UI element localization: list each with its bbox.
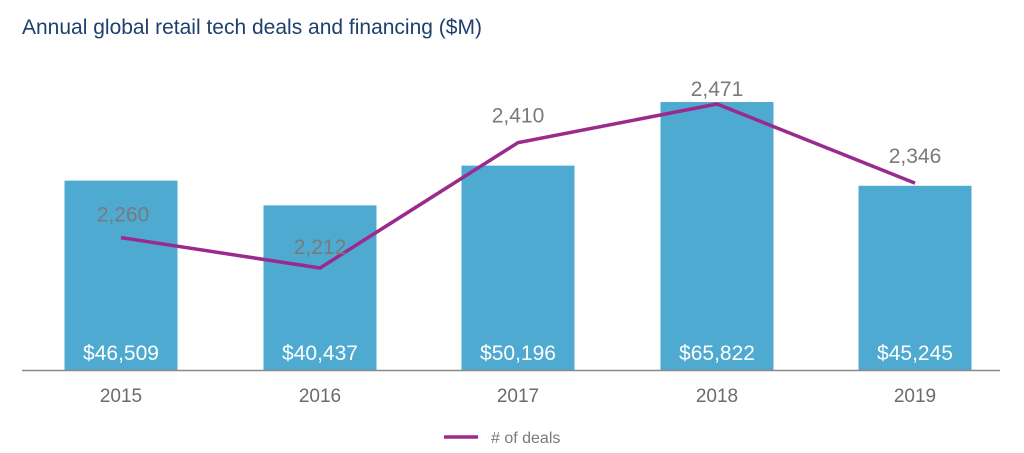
deals-value-label: 2,471 bbox=[691, 78, 744, 101]
bar-value-label: $45,245 bbox=[877, 342, 953, 365]
bar-value-label: $40,437 bbox=[282, 342, 358, 365]
bar-value-label: $50,196 bbox=[480, 342, 556, 365]
x-tick-label: 2018 bbox=[696, 386, 738, 407]
bar-2019 bbox=[858, 185, 972, 370]
deals-value-label: 2,212 bbox=[294, 236, 347, 259]
bar-value-label: $65,822 bbox=[679, 342, 755, 365]
bar-2018 bbox=[660, 102, 774, 370]
deals-value-label: 2,346 bbox=[889, 145, 942, 168]
deals-value-label: 2,260 bbox=[97, 204, 150, 227]
bar-2015 bbox=[64, 180, 178, 370]
deals-value-label: 2,410 bbox=[492, 105, 545, 128]
bar-2016 bbox=[263, 205, 377, 370]
chart-title: Annual global retail tech deals and fina… bbox=[22, 16, 482, 39]
x-tick-label: 2017 bbox=[497, 386, 539, 407]
bar-value-label: $46,509 bbox=[83, 342, 159, 365]
legend-label: # of deals bbox=[491, 430, 560, 447]
x-tick-label: 2019 bbox=[894, 386, 936, 407]
x-tick-label: 2015 bbox=[100, 386, 142, 407]
bar-2017 bbox=[461, 165, 575, 370]
x-tick-label: 2016 bbox=[299, 386, 341, 407]
